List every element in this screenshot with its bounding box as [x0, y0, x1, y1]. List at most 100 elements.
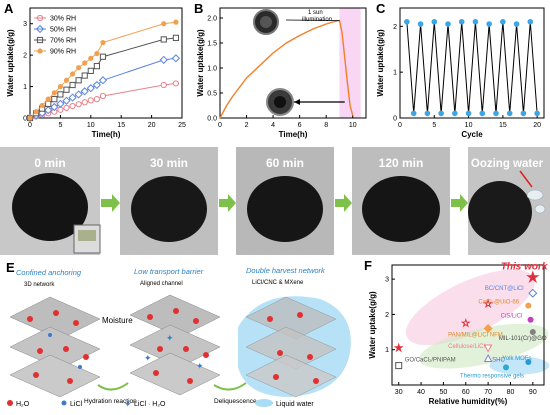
point-label: This work: [501, 261, 548, 272]
arrow-right-icon: [219, 194, 236, 212]
legend-licl: LiCl: [70, 401, 83, 408]
y-tick-label: 2.0: [207, 16, 217, 23]
chart-f: F 30 40 50 60 70 80 90 1 2 3 Relative humidity(%) Wa…: [364, 258, 550, 406]
y-tick-label: 1: [23, 84, 27, 91]
point-label: MIL-101(Cr)@GO: [499, 336, 547, 342]
point-label: BC/CNT@LiCl: [485, 286, 524, 292]
series-line: [406, 21, 538, 114]
y-tick-label: 0.0: [207, 116, 217, 123]
data-point: [75, 101, 82, 108]
data-point: [173, 19, 179, 25]
data-point: [506, 110, 513, 117]
data-point: [38, 108, 47, 118]
data-point: [75, 77, 82, 84]
legend-h2o: H₂O: [16, 401, 30, 408]
panel-c: C 0 5 10 15 20 0 1 2 Cycle Water uptake(g/g): [372, 0, 550, 145]
band-this-work: [405, 269, 535, 346]
plot-frame: [399, 7, 545, 119]
subtitle-licl: LiCl/CNC & MXene: [252, 280, 304, 286]
schematic-e: E Confined anchoring 3D network Low tran…: [6, 260, 351, 409]
data-point: [81, 72, 88, 79]
x-tick-label: 40: [417, 389, 425, 396]
data-point: [526, 270, 540, 284]
x-tick-label: 90: [529, 389, 537, 396]
y-axis-label: Water uptake(g/g): [196, 29, 205, 97]
data-point: [525, 302, 532, 309]
panel-label-b: B: [194, 1, 203, 16]
point-label: GO/CaCl₂/PNIPAM: [405, 358, 456, 364]
x-tick-label: 4: [271, 122, 275, 129]
data-point: [45, 100, 52, 107]
title-confined: Confined anchoring: [16, 268, 82, 277]
legend-liquid-water: Liquid water: [276, 401, 314, 408]
x-tick-label: 6: [298, 122, 302, 129]
pointer-line: [285, 19, 340, 21]
data-point: [39, 102, 45, 109]
y-tick-label: 2: [393, 24, 397, 31]
y-axis-label: Water uptake(g/g): [6, 29, 15, 97]
data-point: [92, 80, 101, 90]
arrow-icon: [97, 382, 129, 391]
sample-core: [260, 16, 272, 28]
time-label: 60 min: [266, 156, 304, 170]
data-point: [500, 18, 506, 25]
x-tick-label: 10: [349, 122, 357, 129]
data-point: [465, 110, 472, 117]
x-tick-label: 10: [87, 122, 95, 129]
network-block-3: [238, 296, 351, 398]
band-others: [418, 323, 549, 369]
photo-4: 120 min: [352, 147, 450, 255]
data-point: [98, 76, 108, 85]
data-point: [424, 110, 431, 117]
data-point: [528, 288, 538, 298]
x-tick-label: 0: [398, 122, 402, 129]
data-point: [33, 109, 39, 115]
point-label: SHC: [492, 358, 505, 364]
x-tick-label: 80: [507, 389, 515, 396]
data-point: [62, 96, 71, 105]
panel-a: A 0 5 10 15 20 25 0 1 2 3 Time(h) Water uptake(g/g) 3…: [0, 0, 190, 145]
arrow-right-icon: [451, 194, 468, 212]
y-tick-label: 0: [23, 116, 27, 123]
photo-strip: D 0 min 30 min 60 min 120 min: [0, 147, 550, 255]
data-point: [486, 21, 492, 27]
data-point: [51, 90, 57, 96]
illumination-band: [339, 8, 361, 118]
data-point: [159, 55, 168, 64]
plot-frame: [29, 7, 183, 119]
data-point: [417, 21, 424, 27]
data-point: [56, 99, 65, 108]
data-point: [534, 110, 540, 117]
svg-text:✦: ✦: [196, 361, 204, 371]
data-point: [458, 18, 465, 25]
y-tick-label: 1.5: [207, 41, 217, 48]
chart-c: C 0 5 10 15 20 0 1 2 Cycle Water uptake(g/g): [376, 1, 545, 139]
panel-e: E Confined anchoring 3D network Low tran…: [0, 257, 360, 410]
svg-text:✦: ✦: [124, 399, 132, 409]
chart-a: A 0 5 10 15 20 25 0 1 2 3 Time(h) Water uptake(g/g) 3…: [4, 1, 186, 139]
svg-text:✦: ✦: [166, 333, 174, 343]
photo-2: 30 min: [120, 147, 218, 255]
data-point: [51, 96, 58, 103]
x-tick-label: 5: [432, 122, 436, 129]
data-point: [82, 60, 88, 66]
data-point: [431, 18, 438, 25]
data-point: [63, 104, 70, 112]
annotation-line-1: 1 sun: [308, 10, 323, 16]
time-label: 30 min: [150, 156, 188, 170]
x-axis-label: Cycle: [461, 130, 483, 139]
data-point: [404, 18, 410, 25]
data-point: [94, 50, 100, 57]
x-tick-label: 0: [218, 122, 222, 129]
annotation-line-2: illumination: [302, 17, 332, 23]
chart-b: B 0 2 4 6 8 10 0.0 0.5 1.0 1.5 2.0 Time(h) Water upta…: [194, 1, 367, 139]
y-tick-label: 2: [23, 53, 27, 60]
data-point: [529, 329, 536, 336]
y-tick-label: 1: [393, 70, 397, 77]
x-tick-label: 30: [395, 389, 403, 396]
data-point: [161, 21, 167, 27]
time-label: 120 min: [379, 156, 424, 170]
arrow-right-icon: [101, 194, 120, 212]
y-tick-label: 3: [23, 21, 27, 28]
